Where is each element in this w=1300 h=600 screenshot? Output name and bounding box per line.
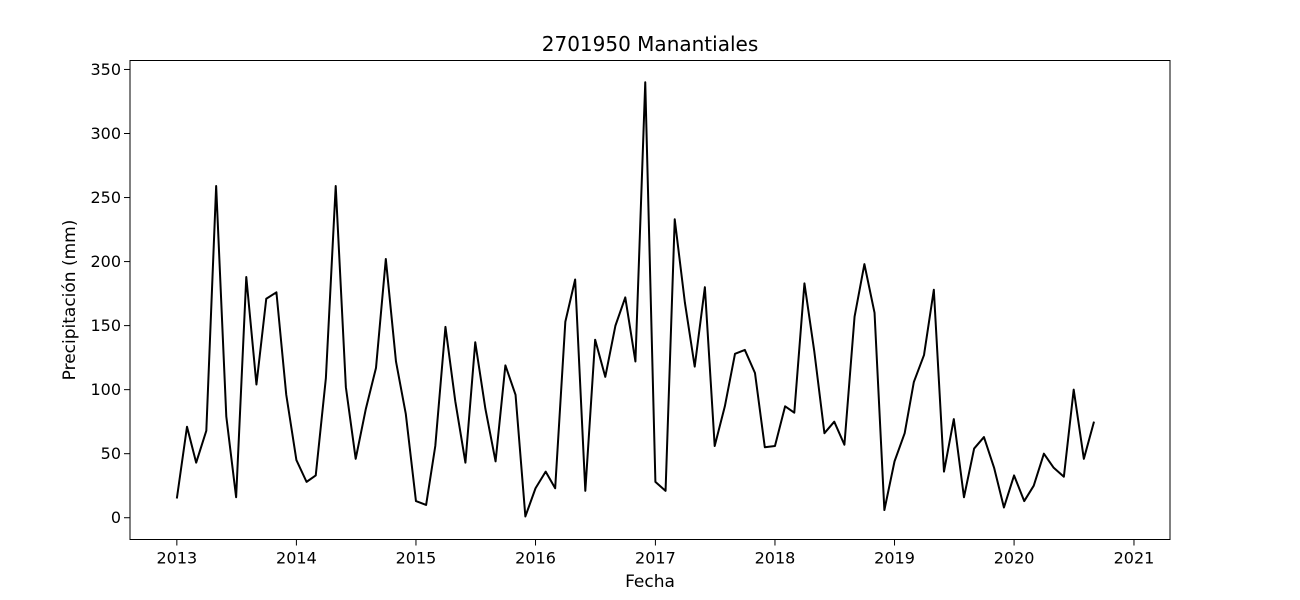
x-tick-label: 2016: [515, 549, 556, 568]
y-tick-label: 50: [101, 444, 121, 463]
x-tick-label: 2015: [396, 549, 437, 568]
y-axis: 0 50 100 150 200 250 300 350: [90, 60, 130, 527]
x-tick-label: 2021: [1114, 549, 1155, 568]
series-line: [175, 81, 1095, 518]
y-tick-label: 300: [90, 124, 121, 143]
y-axis-label: Precipitación (mm): [60, 220, 80, 381]
y-tick-label: 150: [90, 316, 121, 335]
y-tick-label: 350: [90, 60, 121, 79]
x-tick-label: 2020: [994, 549, 1035, 568]
x-axis-label: Fecha: [625, 572, 675, 592]
y-tick-label: 250: [90, 188, 121, 207]
y-tick-label: 0: [111, 508, 121, 527]
y-tick-label: 100: [90, 380, 121, 399]
x-axis: 2013 2014 2015 2016 2017 2018 2019 2020 2021: [156, 539, 1155, 568]
x-tick-label: 2019: [874, 549, 915, 568]
y-tick-label: 200: [90, 252, 121, 271]
x-tick-label: 2017: [635, 549, 676, 568]
x-tick-label: 2018: [755, 549, 796, 568]
plot-area: [129, 60, 1171, 540]
x-tick-label: 2014: [276, 549, 317, 568]
x-tick-label: 2013: [156, 549, 197, 568]
chart-title: 2701950 Manantiales: [542, 32, 758, 56]
